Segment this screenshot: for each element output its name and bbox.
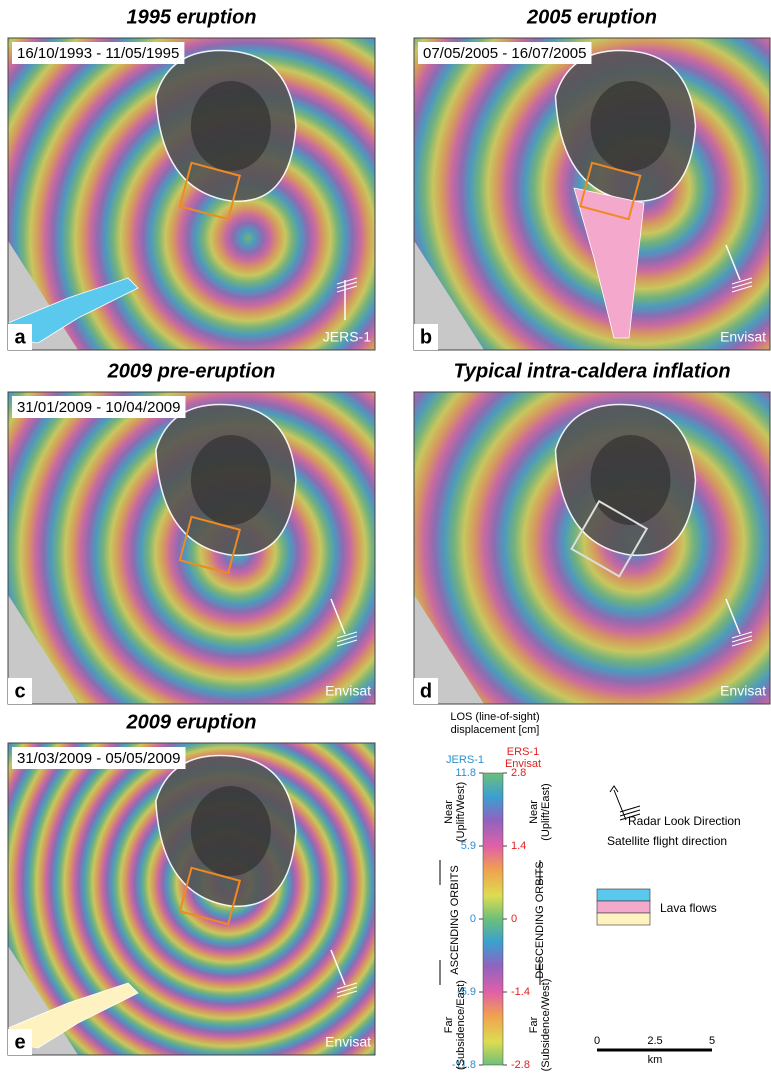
interferogram-panel	[414, 392, 770, 704]
orbit-label: Far	[528, 1016, 540, 1033]
lava-swatch	[597, 901, 650, 913]
lava-swatch	[597, 913, 650, 925]
date-range: 31/03/2009 - 05/05/2009	[17, 750, 180, 767]
panel-letter: d	[420, 680, 432, 702]
colorbar-tick-label: -2.8	[511, 1059, 530, 1071]
colorbar-tick-label: 2.8	[511, 767, 526, 779]
panel-title: 1995 eruption	[126, 6, 256, 28]
colorbar-title: displacement [cm]	[451, 724, 540, 736]
satellite-name: Envisat	[720, 329, 766, 345]
panel-title: 2005 eruption	[526, 6, 657, 28]
caldera-shadow	[191, 435, 271, 525]
colorbar	[483, 773, 503, 1065]
panel-letter: e	[14, 1031, 25, 1053]
date-range: 31/01/2009 - 10/04/2009	[17, 399, 180, 416]
figure: 1995 eruption 16/10/1993 - 11/05/1995 a JER…	[0, 0, 771, 1080]
colorbar-right-header: ERS-1	[507, 746, 539, 758]
colorbar-tick-label: 0	[470, 913, 476, 925]
colorbar-left-header: JERS-1	[446, 754, 484, 766]
orbit-label: ASCENDING ORBITS	[449, 865, 461, 974]
interferogram-panel	[414, 38, 770, 350]
satellite-name: Envisat	[720, 683, 766, 699]
colorbar-tick-label: -1.4	[511, 986, 530, 998]
panel-letter: c	[14, 680, 25, 702]
orbit-label: (Uplift/West)	[455, 782, 467, 842]
satellite-name: JERS-1	[323, 329, 371, 345]
scale-tick-label: 5	[709, 1035, 715, 1047]
panel-title: 2009 eruption	[125, 711, 256, 733]
date-range: 16/10/1993 - 11/05/1995	[17, 45, 179, 62]
radar-look-label: Radar Look Direction	[628, 814, 741, 828]
interferogram-panel	[8, 38, 375, 350]
colorbar-title: LOS (line-of-sight)	[450, 711, 539, 723]
colorbar-tick-label: 1.4	[511, 840, 526, 852]
orbit-label: (Uplift/East)	[540, 783, 552, 840]
panel-letter: a	[14, 326, 26, 348]
satellite-name: Envisat	[325, 683, 371, 699]
caldera-shadow	[191, 786, 271, 876]
date-range: 07/05/2005 - 16/07/2005	[423, 45, 586, 62]
orbit-label: (Subsidence/West)	[540, 979, 552, 1072]
satellite-name: Envisat	[325, 1034, 371, 1050]
caldera-shadow	[590, 81, 670, 171]
colorbar-tick-label: 11.8	[455, 767, 476, 779]
panel-title: Typical intra-caldera inflation	[453, 360, 730, 382]
orbit-label: (Subsidence/East)	[455, 980, 467, 1070]
interferogram-panel	[8, 392, 375, 704]
orbit-label: Near	[443, 800, 455, 824]
orbit-label: Far	[443, 1016, 455, 1033]
panel-title: 2009 pre-eruption	[107, 360, 276, 382]
flight-label: Satellite flight direction	[607, 834, 727, 848]
lava-swatch	[597, 889, 650, 901]
interferogram-panel	[8, 743, 375, 1055]
colorbar-tick-label: 0	[511, 913, 517, 925]
scale-tick-label: 0	[594, 1035, 600, 1047]
scale-tick-label: 2.5	[647, 1035, 662, 1047]
panel-letter: b	[420, 326, 432, 348]
scale-unit: km	[648, 1054, 663, 1066]
caldera-shadow	[191, 81, 271, 171]
orbit-label: Near	[528, 800, 540, 824]
lava-label: Lava flows	[660, 901, 717, 915]
caldera-shadow	[590, 435, 670, 525]
